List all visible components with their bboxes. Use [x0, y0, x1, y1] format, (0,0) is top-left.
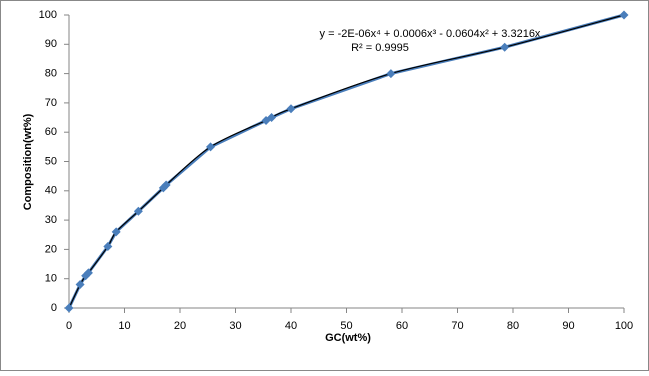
- y-tick-label: 60: [45, 126, 57, 138]
- point: [386, 69, 396, 79]
- point: [161, 180, 171, 190]
- point: [83, 268, 93, 278]
- x-tick-label: 90: [562, 320, 574, 332]
- y-tick-label: 40: [45, 185, 57, 197]
- y-tick-label: 10: [45, 273, 57, 285]
- x-tick-label: 70: [451, 320, 463, 332]
- x-tick-label: 60: [396, 320, 408, 332]
- y-tick-label: 50: [45, 155, 57, 167]
- trendline-r2: R² = 0.9995: [351, 42, 409, 54]
- x-tick-label: 40: [285, 320, 297, 332]
- y-tick-label: 80: [45, 68, 57, 80]
- x-tick-label: 80: [507, 320, 519, 332]
- point: [286, 104, 296, 114]
- x-tick-label: 50: [340, 320, 352, 332]
- x-tick-label: 10: [118, 320, 130, 332]
- y-tick-label: 100: [39, 9, 57, 21]
- point: [103, 241, 113, 251]
- point: [500, 42, 510, 52]
- point: [619, 10, 629, 20]
- y-tick-label: 20: [45, 243, 57, 255]
- x-tick-label: 100: [615, 320, 633, 332]
- y-tick-label: 0: [51, 302, 57, 314]
- x-tick-label: 30: [229, 320, 241, 332]
- y-axis-label: Composition(wt%): [22, 113, 34, 210]
- x-tick-label: 20: [174, 320, 186, 332]
- point: [133, 206, 143, 216]
- point: [111, 227, 121, 237]
- y-tick-label: 30: [45, 214, 57, 226]
- y-tick-label: 70: [45, 97, 57, 109]
- trendline-equation: y = -2E-06x⁴ + 0.0006x³ - 0.0604x² + 3.3…: [320, 28, 541, 40]
- x-tick-label: 0: [66, 320, 72, 332]
- point: [267, 113, 277, 123]
- x-axis-label: GC(wt%): [325, 332, 371, 344]
- y-tick-label: 90: [45, 38, 57, 50]
- point: [64, 303, 74, 313]
- point: [206, 142, 216, 152]
- point: [75, 280, 85, 290]
